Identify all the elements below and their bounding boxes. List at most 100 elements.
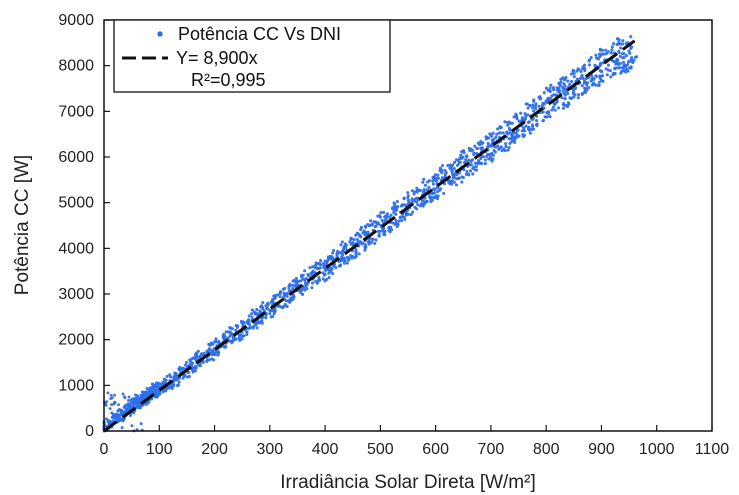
scatter-point <box>343 242 347 246</box>
scatter-point <box>594 53 598 57</box>
y-tick-label: 0 <box>85 423 94 440</box>
scatter-point <box>175 375 179 379</box>
scatter-point <box>251 326 255 330</box>
y-tick-label: 7000 <box>58 103 94 120</box>
scatter-point <box>519 111 523 115</box>
scatter-point <box>331 264 336 268</box>
scatter-point <box>583 89 587 93</box>
scatter-point <box>622 60 626 64</box>
scatter-point <box>508 131 512 135</box>
scatter-point <box>394 208 398 213</box>
scatter-point <box>339 243 343 247</box>
y-tick-label: 1000 <box>58 377 94 394</box>
scatter-point <box>366 230 370 234</box>
scatter-point <box>561 103 565 107</box>
scatter-point <box>149 386 153 390</box>
scatter-point <box>303 288 307 292</box>
scatter-point <box>127 399 130 402</box>
scatter-point <box>108 419 112 423</box>
scatter-point <box>462 151 466 155</box>
scatter-point <box>413 205 417 209</box>
scatter-point <box>197 363 201 367</box>
scatter-point <box>631 60 635 65</box>
scatter-point <box>465 170 469 174</box>
scatter-point <box>168 375 173 379</box>
scatter-point <box>139 422 143 426</box>
scatter-point <box>402 196 406 201</box>
scatter-point <box>299 273 304 278</box>
scatter-point <box>517 134 521 138</box>
scatter-point <box>374 238 378 242</box>
scatter-point <box>240 337 244 341</box>
scatter-point <box>516 128 520 132</box>
scatter-point <box>387 228 391 233</box>
scatter-point <box>340 240 344 244</box>
scatter-point <box>486 152 490 157</box>
scatter-point <box>241 320 245 324</box>
scatter-point <box>110 403 114 407</box>
scatter-point <box>594 74 598 78</box>
scatter-point <box>170 386 174 391</box>
scatter-point <box>465 154 469 158</box>
scatter-point <box>310 281 315 285</box>
scatter-point <box>511 139 515 143</box>
scatter-point <box>625 63 629 67</box>
scatter-point <box>454 183 459 187</box>
scatter-point <box>366 222 370 227</box>
scatter-point <box>561 86 565 90</box>
scatter-point <box>303 269 307 273</box>
scatter-point <box>532 109 536 113</box>
scatter-point <box>423 183 427 187</box>
scatter-point <box>184 360 188 364</box>
scatter-point <box>467 173 471 177</box>
scatter-point <box>394 219 398 223</box>
scatter-point <box>165 374 169 378</box>
scatter-point <box>610 45 614 49</box>
scatter-point <box>522 129 527 133</box>
scatter-point <box>563 83 567 88</box>
scatter-point <box>274 293 278 297</box>
scatter-point <box>106 391 110 395</box>
scatter-point <box>250 312 254 316</box>
scatter-point <box>415 200 419 204</box>
scatter-point <box>563 77 567 81</box>
scatter-point <box>421 180 425 184</box>
scatter-point <box>411 210 415 214</box>
scatter-point <box>477 142 481 146</box>
scatter-point <box>228 339 232 343</box>
scatter-point <box>340 249 344 253</box>
scatter-point <box>327 271 331 275</box>
scatter-point <box>557 90 561 94</box>
scatter-point <box>459 156 463 160</box>
scatter-point <box>374 224 378 228</box>
scatter-point <box>572 75 576 79</box>
scatter-point <box>626 60 630 64</box>
scatter-point <box>622 63 626 67</box>
scatter-point <box>259 310 263 314</box>
scatter-point <box>522 126 526 130</box>
scatter-point <box>515 117 519 121</box>
scatter-point <box>571 68 575 72</box>
scatter-point <box>377 222 381 226</box>
scatter-point <box>181 376 185 380</box>
scatter-point <box>619 46 623 50</box>
scatter-point <box>423 196 427 200</box>
scatter-point <box>321 262 326 266</box>
scatter-point <box>468 169 473 173</box>
scatter-point <box>291 283 295 287</box>
scatter-point <box>265 306 270 310</box>
scatter-point <box>587 63 592 67</box>
scatter-point <box>291 279 295 283</box>
scatter-point <box>222 332 226 336</box>
scatter-point <box>559 80 563 84</box>
scatter-point <box>604 48 608 52</box>
scatter-point <box>584 87 589 91</box>
scatter-point <box>372 220 376 224</box>
scatter-point <box>154 394 158 398</box>
scatter-point <box>392 210 396 214</box>
scatter-point <box>171 384 175 388</box>
scatter-point <box>380 218 384 223</box>
scatter-point <box>338 263 343 268</box>
scatter-point <box>287 286 291 290</box>
scatter-point <box>605 51 609 55</box>
